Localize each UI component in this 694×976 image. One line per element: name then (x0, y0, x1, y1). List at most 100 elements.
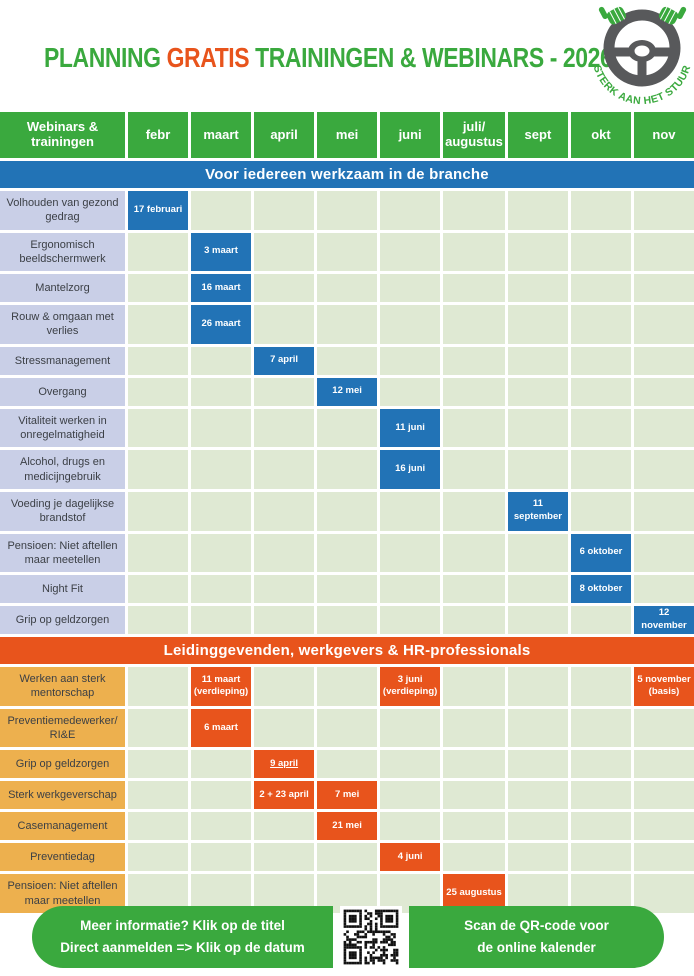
training-date[interactable]: 2 + 23 april (254, 781, 315, 810)
empty-cell (380, 750, 441, 779)
training-title[interactable]: Mantelzorg (0, 274, 125, 303)
empty-cell (317, 408, 378, 448)
empty-cell (254, 191, 315, 230)
empty-cell (191, 843, 252, 872)
date-text: 7 april (270, 354, 299, 366)
training-title[interactable]: Alcohol, drugs en medicijngebruik (0, 450, 125, 489)
training-title[interactable]: Grip op geldzorgen (0, 750, 125, 779)
training-date[interactable]: 3 juni (verdieping) (380, 667, 441, 706)
empty-cell (191, 533, 252, 573)
training-title[interactable]: Preventiedag (0, 843, 125, 872)
empty-cell (191, 191, 252, 230)
training-date[interactable]: 8 oktober (570, 575, 631, 604)
empty-cell (570, 843, 631, 872)
training-title[interactable]: Overgang (0, 377, 125, 406)
empty-cell (128, 346, 189, 375)
training-date[interactable]: 4 juni (380, 843, 441, 872)
empty-cell (633, 533, 694, 573)
empty-cell (128, 491, 189, 531)
date-text: 7 mei (334, 788, 360, 800)
empty-cell (128, 575, 189, 604)
empty-cell (128, 750, 189, 779)
empty-cell (191, 408, 252, 448)
training-date[interactable]: 6 oktober (570, 533, 631, 573)
training-date[interactable]: 26 maart (191, 305, 252, 344)
title-planning: PLANNING (44, 42, 161, 73)
empty-cell (443, 667, 505, 706)
training-date[interactable]: 17 februari (128, 191, 189, 230)
training-title[interactable]: Grip op geldzorgen (0, 606, 125, 635)
training-title[interactable]: Vitaliteit werken in onregelmatigheid (0, 408, 125, 448)
empty-cell (443, 750, 505, 779)
empty-cell (380, 708, 441, 748)
empty-cell (380, 491, 441, 531)
qr-line-1: Scan de QR-code voor (464, 917, 609, 933)
training-date[interactable]: 11 maart (verdieping) (191, 667, 252, 706)
month-header-juliaugustus: juli/​augustus (443, 112, 505, 158)
training-date[interactable]: 11 september (507, 491, 568, 531)
empty-cell (443, 606, 505, 635)
empty-cell (128, 377, 189, 406)
empty-cell (570, 667, 631, 706)
empty-cell (507, 377, 568, 406)
empty-cell (633, 232, 694, 272)
empty-cell (128, 232, 189, 272)
date-text: 5 november (637, 673, 691, 685)
empty-cell (633, 346, 694, 375)
training-date[interactable]: 6 maart (191, 708, 252, 748)
training-title[interactable]: Preventiemedewerker/​ RI&E (0, 708, 125, 748)
page-title: PLANNING GRATIS TRAININGEN & WEBINARS - … (44, 42, 613, 74)
training-date[interactable]: 11 juni (380, 408, 441, 448)
planning-table: Webinars & trainingen febr maart april mei j… (0, 112, 694, 913)
empty-cell (380, 781, 441, 810)
empty-cell (633, 781, 694, 810)
title-rest: TRAININGEN & WEBINARS - 2026 (255, 42, 613, 73)
date-text: 16 maart (201, 281, 241, 293)
empty-cell (633, 750, 694, 779)
training-date[interactable]: 12 november (633, 606, 694, 635)
empty-cell (128, 812, 189, 841)
empty-cell (443, 377, 505, 406)
empty-cell (317, 450, 378, 489)
empty-cell (380, 812, 441, 841)
empty-cell (191, 346, 252, 375)
training-title[interactable]: Stressmanagement (0, 346, 125, 375)
training-title[interactable]: Night Fit (0, 575, 125, 604)
empty-cell (380, 377, 441, 406)
empty-cell (570, 450, 631, 489)
empty-cell (570, 274, 631, 303)
empty-cell (633, 874, 694, 913)
training-date[interactable]: 7 april (254, 346, 315, 375)
date-text: 16 juni (395, 463, 426, 475)
training-date[interactable]: 7 mei (317, 781, 378, 810)
empty-cell (317, 491, 378, 531)
training-title[interactable]: Pensioen: Niet aftellen maar meetellen (0, 533, 125, 573)
training-date[interactable]: 16 maart (191, 274, 252, 303)
training-title[interactable]: Sterk werkgeverschap (0, 781, 125, 810)
empty-cell (254, 232, 315, 272)
empty-cell (254, 606, 315, 635)
empty-cell (507, 305, 568, 344)
training-date[interactable]: 3 maart (191, 232, 252, 272)
month-header-juni: juni (380, 112, 441, 158)
empty-cell (380, 606, 441, 635)
empty-cell (254, 575, 315, 604)
training-title[interactable]: Casemanagement (0, 812, 125, 841)
training-date[interactable]: 9 april (254, 750, 315, 779)
training-title[interactable]: Werken aan sterk mentorschap (0, 667, 125, 706)
empty-cell (443, 191, 505, 230)
empty-cell (380, 575, 441, 604)
empty-cell (507, 667, 568, 706)
training-title[interactable]: Voeding je dagelijkse brandstof (0, 491, 125, 531)
empty-cell (380, 232, 441, 272)
training-title[interactable]: Rouw & omgaan met verlies (0, 305, 125, 344)
training-date[interactable]: 5 november (basis) (633, 667, 694, 706)
training-title[interactable]: Volhouden van gezond gedrag (0, 191, 125, 230)
empty-cell (507, 781, 568, 810)
date-note: (verdieping) (193, 686, 249, 698)
training-title[interactable]: Ergonomisch beeldschermwerk (0, 232, 125, 272)
empty-cell (570, 781, 631, 810)
training-date[interactable]: 12 mei (317, 377, 378, 406)
training-date[interactable]: 16 juni (380, 450, 441, 489)
training-date[interactable]: 21 mei (317, 812, 378, 841)
